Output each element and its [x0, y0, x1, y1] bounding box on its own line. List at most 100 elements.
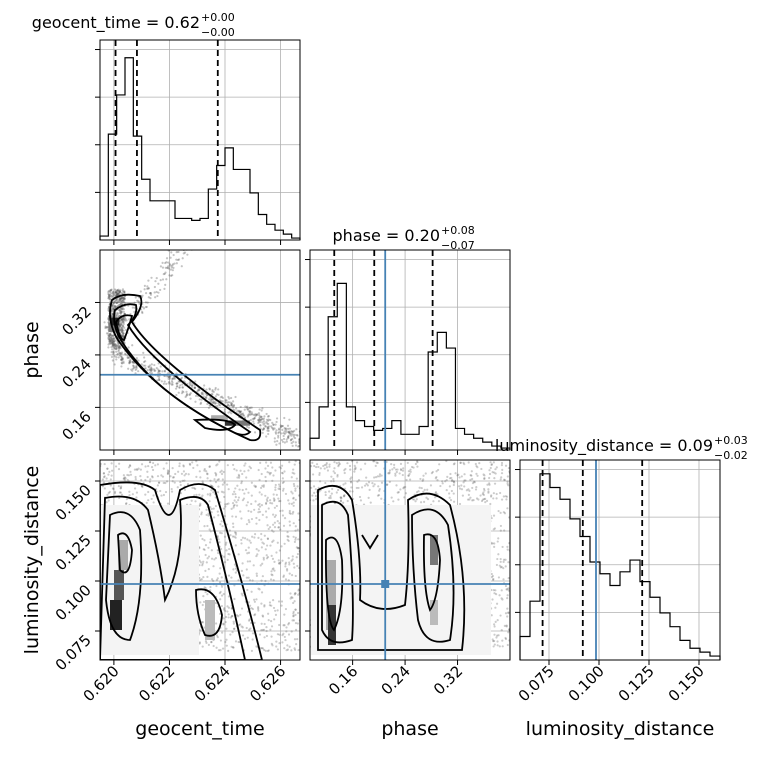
- sample-point: [247, 469, 250, 472]
- sample-point: [182, 226, 184, 228]
- sample-point: [339, 496, 342, 499]
- sample-point: [236, 614, 239, 617]
- sample-point: [283, 416, 286, 420]
- sample-point: [126, 356, 129, 359]
- sample-point: [118, 290, 121, 293]
- sample-point: [172, 377, 175, 380]
- sample-point: [119, 347, 122, 350]
- sample-point: [156, 475, 160, 478]
- sample-point: [122, 320, 125, 323]
- sample-point: [223, 515, 226, 518]
- sample-point: [155, 277, 158, 280]
- sample-point: [294, 525, 297, 528]
- sample-point: [268, 601, 272, 604]
- sample-point: [293, 436, 297, 440]
- sample-point: [118, 324, 122, 327]
- sample-point: [214, 471, 217, 475]
- sample-point: [234, 495, 237, 499]
- sample-point: [333, 461, 336, 464]
- sample-point: [278, 561, 281, 565]
- sample-point: [135, 496, 138, 499]
- sample-point: [146, 475, 149, 479]
- sample-point: [150, 372, 154, 375]
- sample-point: [282, 480, 285, 484]
- sample-point: [506, 482, 509, 485]
- sample-point: [475, 497, 479, 500]
- sample-point: [285, 569, 289, 572]
- sample-point: [121, 329, 124, 332]
- sample-point: [209, 492, 212, 495]
- sample-point: [183, 251, 187, 254]
- sample-point: [175, 262, 178, 265]
- sample-point: [303, 443, 305, 445]
- sample-point: [123, 297, 126, 300]
- sample-point: [463, 485, 466, 488]
- sample-point: [472, 480, 476, 483]
- sample-point: [115, 345, 118, 348]
- sample-point: [197, 235, 199, 237]
- sample-point: [107, 290, 110, 293]
- sample-point: [230, 576, 233, 579]
- sample-point: [287, 623, 290, 626]
- sample-point: [294, 574, 297, 578]
- sample-point: [426, 498, 430, 501]
- sample-point: [150, 369, 153, 372]
- sample-point: [380, 474, 383, 477]
- sample-point: [492, 640, 495, 643]
- sample-point: [482, 487, 486, 491]
- sample-point: [216, 636, 219, 639]
- sample-point: [268, 604, 271, 607]
- sample-point: [183, 479, 186, 482]
- sample-point: [163, 272, 166, 275]
- sample-point: [293, 484, 296, 488]
- sample-point: [137, 467, 140, 470]
- sample-point: [337, 461, 341, 464]
- sample-point: [476, 474, 479, 477]
- sample-point: [200, 578, 203, 581]
- sample-point: [238, 410, 241, 413]
- sample-point: [120, 327, 123, 330]
- sample-point: [213, 401, 216, 404]
- sample-point: [289, 597, 292, 600]
- sample-point: [220, 490, 224, 493]
- sample-point: [123, 312, 126, 315]
- sample-point: [302, 437, 304, 439]
- sample-point: [306, 444, 308, 446]
- sample-point: [156, 294, 159, 298]
- sample-point: [237, 640, 240, 644]
- sample-point: [218, 207, 220, 209]
- svg-text:−0.02: −0.02: [714, 449, 748, 462]
- svg-text:geocent_time = 0.62: geocent_time = 0.62: [32, 13, 200, 33]
- sample-point: [234, 536, 237, 539]
- sample-point: [106, 493, 109, 496]
- sample-point: [460, 475, 463, 478]
- sample-point: [228, 187, 230, 189]
- sample-point: [256, 553, 259, 556]
- sample-point: [377, 493, 381, 497]
- sample-point: [111, 339, 114, 343]
- sample-point: [244, 178, 246, 180]
- sample-point: [499, 491, 502, 495]
- sample-point: [215, 578, 218, 582]
- sample-point: [404, 492, 408, 495]
- sample-point: [283, 441, 286, 444]
- y-tick-label: 0.32: [58, 303, 94, 339]
- sample-point: [182, 465, 185, 468]
- sample-point: [338, 462, 341, 466]
- sample-point: [120, 358, 123, 361]
- sample-point: [159, 265, 163, 268]
- sample-point: [506, 475, 509, 478]
- sample-point: [204, 590, 207, 594]
- sample-point: [127, 367, 130, 370]
- sample-point: [116, 288, 119, 292]
- sample-point: [111, 294, 114, 297]
- sample-point: [481, 498, 484, 501]
- sample-point: [203, 539, 206, 542]
- sample-point: [226, 401, 229, 404]
- sample-point: [214, 388, 217, 391]
- sample-point: [295, 643, 298, 646]
- sample-point: [456, 474, 459, 477]
- sample-point: [275, 645, 278, 648]
- sample-point: [212, 491, 215, 494]
